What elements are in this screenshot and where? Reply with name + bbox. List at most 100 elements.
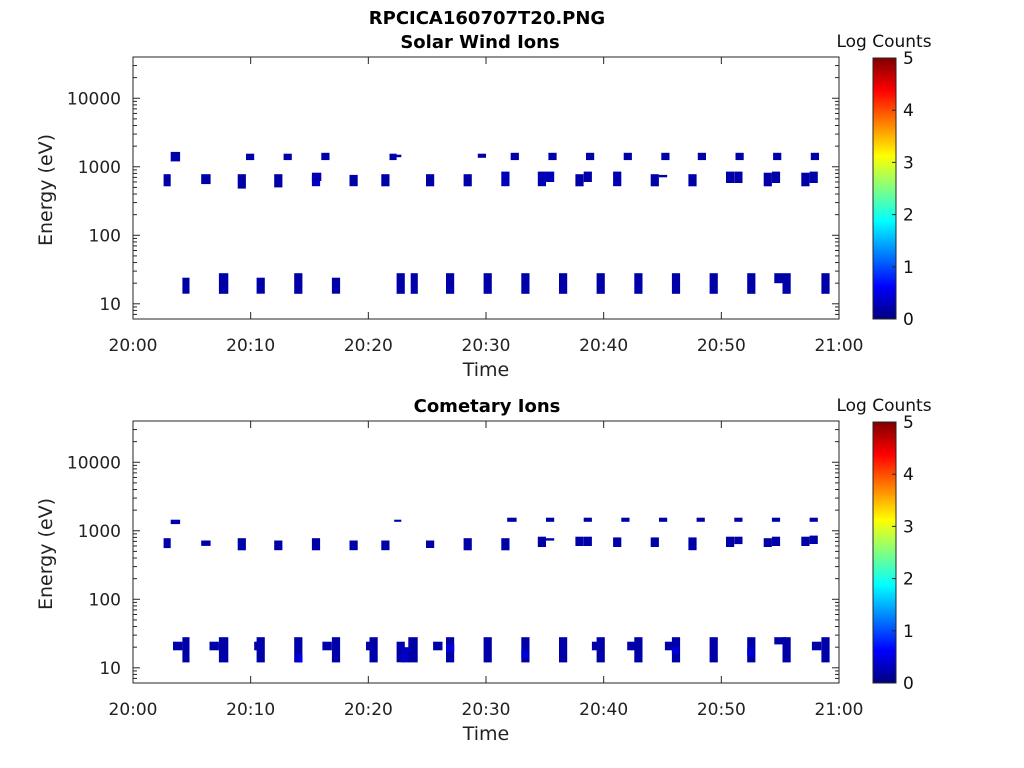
heatmap-cell	[483, 637, 492, 663]
heatmap-cell	[521, 650, 529, 658]
heatmap-cell	[591, 641, 599, 651]
heatmap-cell	[369, 637, 378, 663]
heatmap-cell	[659, 517, 668, 522]
colorbar-tick-label: 5	[903, 413, 914, 433]
heatmap-cell	[246, 153, 255, 161]
y-tick-label: 10000	[67, 89, 121, 109]
heatmap-cell	[774, 273, 783, 284]
colorbar-tick-label: 2	[903, 570, 914, 590]
heatmap-cell	[771, 171, 781, 183]
colorbar-tick-label: 1	[903, 258, 914, 278]
heatmap-cell	[575, 536, 584, 546]
y-tick-label: 1000	[78, 522, 121, 542]
heatmap-cell	[575, 174, 584, 187]
heatmap-cell	[613, 537, 622, 547]
heatmap-cell	[621, 517, 630, 522]
heatmap-cell	[389, 153, 397, 161]
colorbar-tick-label: 3	[903, 153, 914, 173]
heatmap-cell	[583, 536, 592, 546]
x-tick-label: 20:10	[226, 336, 275, 356]
heatmap-cell	[763, 172, 772, 187]
x-tick-label: 20:30	[462, 700, 511, 720]
heatmap-cell	[256, 637, 265, 663]
heatmap-cell	[501, 538, 510, 551]
colorbar-tick-label: 3	[903, 517, 914, 537]
panel-title: Solar Wind Ions	[400, 32, 559, 53]
x-tick-label: 20:40	[579, 336, 628, 356]
colorbar-tick-label: 4	[903, 101, 914, 121]
axis-ticks	[132, 56, 840, 320]
heatmap-cell	[774, 637, 787, 645]
colorbar	[872, 57, 897, 320]
heatmap-cell	[256, 277, 265, 294]
heatmap-cell	[311, 176, 321, 187]
y-axis-label: Energy (eV)	[35, 134, 57, 246]
heatmap-cell	[546, 517, 555, 522]
heatmap-cell	[294, 637, 303, 663]
heatmap-cell	[331, 637, 341, 663]
heatmap-cell	[546, 538, 555, 541]
spectrogram-panel: Solar Wind Ions 20:00 20:10 20:20 20:30 20:40…	[35, 32, 932, 381]
y-tick-label: 10	[99, 295, 121, 315]
heatmap-cell	[596, 273, 605, 294]
heatmap-cell	[331, 277, 341, 294]
heatmap-cell	[237, 174, 246, 189]
heatmap-cell	[349, 174, 358, 187]
x-tick-label: 20:20	[344, 700, 393, 720]
y-tick-label: 1000	[78, 158, 121, 178]
heatmap-cell	[821, 637, 830, 663]
heatmap-cell	[546, 171, 555, 182]
heatmap-cell	[688, 537, 697, 551]
heatmap-cell	[782, 273, 791, 294]
heatmap-cell	[173, 641, 183, 651]
colorbar-label: Log Counts	[836, 396, 931, 416]
heatmap-cell	[322, 641, 332, 651]
heatmap-cell	[661, 152, 670, 161]
y-tick-label: 100	[89, 226, 121, 246]
heatmap-cell	[296, 653, 303, 663]
heatmap-cell	[201, 174, 211, 185]
heatmap-cell	[537, 171, 546, 187]
colorbar	[872, 421, 897, 684]
heatmap-cell	[747, 648, 755, 656]
heatmap-cell	[521, 273, 530, 294]
heatmap-cell	[634, 637, 643, 663]
x-tick-label: 21:00	[815, 336, 864, 356]
heatmap-cell	[583, 171, 592, 182]
heatmap-cell	[237, 538, 246, 551]
heatmap-cell	[810, 152, 819, 161]
heatmap-cell	[771, 517, 781, 522]
heatmap-cell	[801, 172, 810, 187]
x-tick-label: 20:50	[697, 336, 746, 356]
heatmap-cell	[697, 152, 706, 161]
heatmap-cell	[274, 540, 283, 551]
heatmap-cell	[201, 540, 211, 546]
heatmap-cell	[811, 641, 822, 651]
x-axis-label: Time	[462, 723, 510, 745]
heatmap-cell	[501, 171, 510, 187]
colorbar-tick-label: 0	[903, 310, 914, 330]
heatmap-cell	[408, 637, 418, 663]
heatmap-cell	[396, 273, 405, 294]
heatmap-cell	[734, 536, 743, 545]
heatmap-cell	[809, 517, 818, 522]
heatmap-cell	[394, 519, 402, 522]
panel-title: Cometary Ions	[414, 396, 561, 417]
heatmap-cell	[521, 637, 530, 663]
heatmap-cell	[274, 174, 283, 188]
heatmap-cell	[671, 273, 681, 294]
heatmap-cell	[426, 540, 435, 548]
heatmap-cell	[446, 644, 455, 652]
heatmap-cell	[182, 637, 190, 663]
heatmap-cell	[446, 273, 455, 294]
heatmap-cell	[410, 273, 418, 294]
heatmap-cell	[801, 536, 810, 546]
heatmap-cell	[650, 537, 659, 547]
heatmap-cell	[773, 152, 782, 161]
heatmap-cell	[321, 152, 330, 161]
heatmap-cell	[294, 273, 303, 294]
heatmap-cell	[381, 174, 390, 187]
heatmap-cell	[163, 538, 171, 549]
heatmap-cell	[283, 153, 292, 161]
